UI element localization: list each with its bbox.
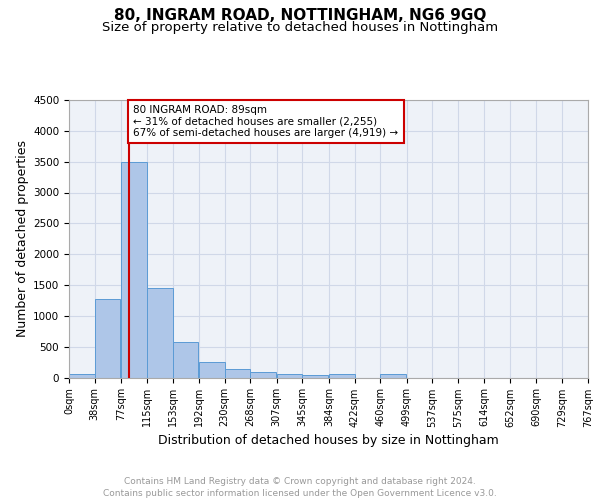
Bar — [121, 162, 147, 378]
Bar — [224, 369, 250, 378]
Text: Contains HM Land Registry data © Crown copyright and database right 2024.: Contains HM Land Registry data © Crown c… — [124, 477, 476, 486]
Bar — [173, 342, 198, 378]
Bar — [329, 374, 355, 378]
Bar — [380, 374, 406, 378]
Bar — [69, 374, 95, 378]
Y-axis label: Number of detached properties: Number of detached properties — [16, 140, 29, 337]
Bar — [277, 374, 302, 378]
Bar — [302, 375, 328, 378]
Bar — [95, 299, 121, 378]
Bar — [250, 372, 276, 378]
Text: 80, INGRAM ROAD, NOTTINGHAM, NG6 9GQ: 80, INGRAM ROAD, NOTTINGHAM, NG6 9GQ — [114, 8, 486, 22]
Text: 80 INGRAM ROAD: 89sqm
← 31% of detached houses are smaller (2,255)
67% of semi-d: 80 INGRAM ROAD: 89sqm ← 31% of detached … — [133, 105, 398, 138]
Bar — [199, 362, 224, 378]
Text: Contains public sector information licensed under the Open Government Licence v3: Contains public sector information licen… — [103, 488, 497, 498]
Bar — [147, 288, 173, 378]
Text: Size of property relative to detached houses in Nottingham: Size of property relative to detached ho… — [102, 21, 498, 34]
X-axis label: Distribution of detached houses by size in Nottingham: Distribution of detached houses by size … — [158, 434, 499, 446]
